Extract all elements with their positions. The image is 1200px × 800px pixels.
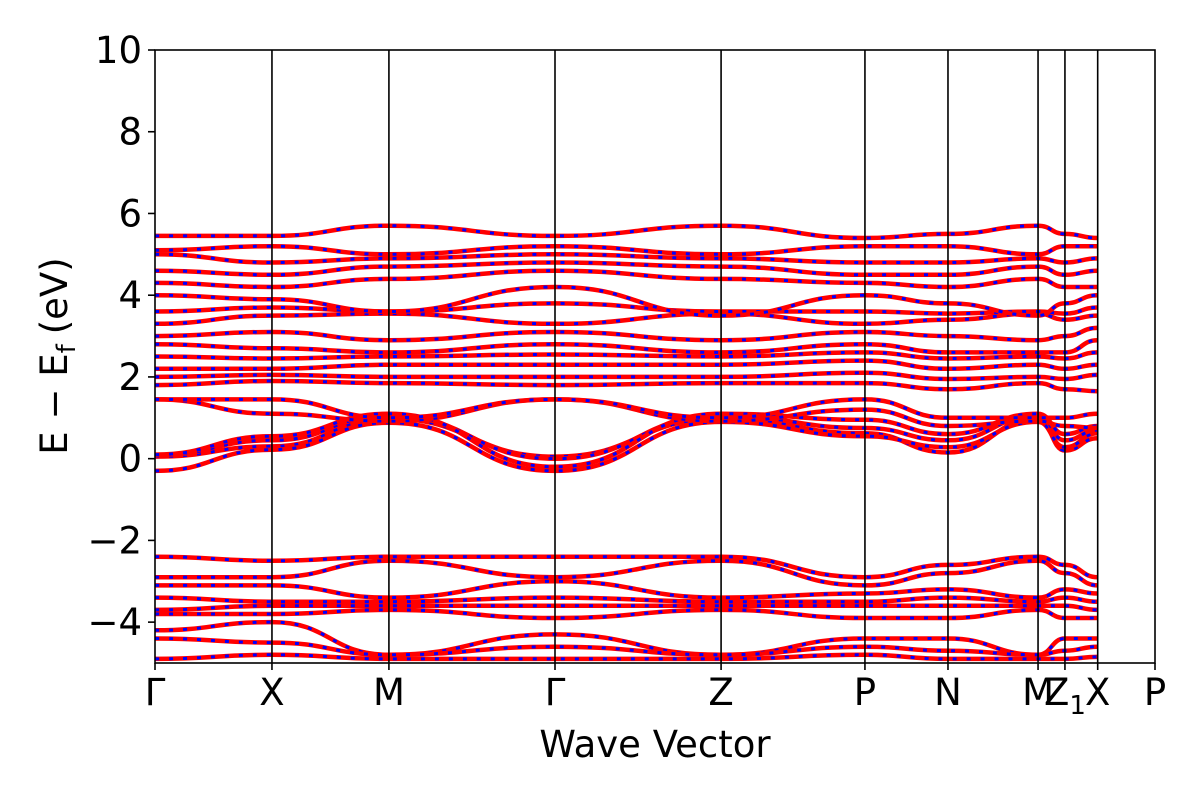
band-lines (155, 223, 1098, 662)
y-axis-label-main: E − E (33, 353, 76, 454)
y-tick-label-7: 10 (95, 29, 142, 72)
x-axis-label: Wave Vector (539, 723, 771, 766)
x-tick-label-6: N (934, 671, 962, 714)
y-tick-label-2: 0 (118, 438, 142, 481)
x-tick-label-10: P (1144, 671, 1166, 714)
x-tick-label-5: P (854, 671, 876, 714)
x-tick-label-0: Γ (145, 671, 166, 714)
x-tick-label-9: X (1085, 671, 1110, 714)
plot-frame (154, 49, 1156, 664)
x-tick-label-8: Z1 (1044, 671, 1086, 721)
y-tick-label-3: 2 (118, 356, 142, 399)
y-tick-label-5: 6 (118, 192, 142, 235)
x-axis: Γ X M Γ Z P N MZ1 X P (145, 663, 1166, 721)
y-tick-label-0: −4 (87, 601, 142, 644)
band-dash-14 (155, 285, 1098, 318)
y-tick-label-6: 8 (118, 111, 142, 154)
y-axis: −4 −2 0 2 4 6 8 10 (87, 29, 155, 644)
y-axis-label-unit: (eV) (33, 257, 76, 334)
x-tick-label-2: M (373, 671, 405, 714)
x-tick-label-4: Z (708, 671, 733, 714)
x-tick-label-3: Γ (545, 671, 566, 714)
high-symmetry-lines (271, 50, 1099, 663)
y-axis-label: E − Ef (eV) (33, 257, 82, 454)
x-tick-label-1: X (259, 671, 284, 714)
y-tick-label-4: 4 (118, 274, 142, 317)
band-line-22 (155, 579, 1098, 600)
y-axis-label-sub: f (52, 343, 82, 353)
x-tick-label-7: M (1022, 671, 1054, 714)
band-line-10 (155, 337, 1098, 355)
y-tick-label-1: −2 (87, 519, 142, 562)
